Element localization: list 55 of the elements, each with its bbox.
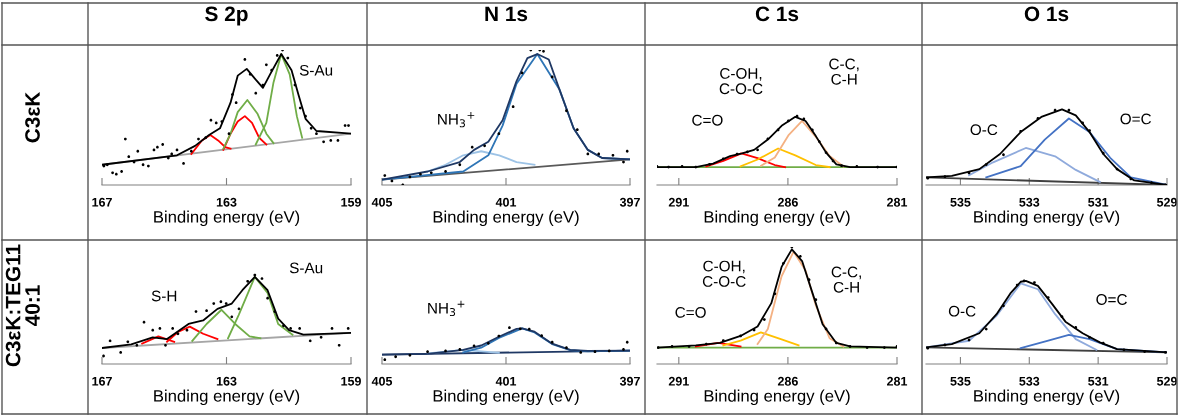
annotation: O=C: [1096, 294, 1127, 305]
x-axis-title: Binding energy (eV): [974, 210, 1120, 227]
text: NH$_{3}$$^{+}$: [428, 300, 465, 317]
x-axis-title: Binding energy (eV): [433, 389, 579, 406]
chart-title: S 2p: [205, 6, 248, 26]
x-tick-label: 401: [495, 197, 517, 207]
annotation: C=O: [675, 306, 706, 318]
x-tick-label: 531: [1088, 376, 1109, 386]
x-tick-label: 281: [887, 376, 908, 386]
chart-title: N 1s: [485, 6, 528, 22]
chart-title: O 1s: [1024, 6, 1069, 22]
y-axis-title: C3εK: [25, 91, 40, 143]
y-axis-title: C3εK:TEG11 40:1: [5, 244, 40, 367]
text: S-Au: [289, 262, 323, 274]
annotation: S-Au: [299, 64, 333, 76]
x-tick-label: 159: [341, 376, 361, 386]
annotation: O=C: [1120, 113, 1152, 125]
x-tick-label: 159: [341, 197, 361, 207]
chart-title: C 1s: [755, 6, 799, 22]
x-axis-title: Binding energy (eV): [433, 210, 579, 227]
annotation: NH$_{3}$$^{+}$: [438, 112, 475, 128]
x-axis-title: Binding energy (eV): [154, 389, 300, 406]
x-tick-label: 535: [950, 376, 971, 386]
x-tick-label: 405: [371, 376, 393, 386]
x-tick-label: 529: [1156, 376, 1177, 386]
annotation: S-H: [151, 290, 177, 302]
x-tick-label: 167: [92, 376, 112, 386]
x-tick-label: 291: [668, 197, 689, 207]
x-tick-label: 401: [495, 376, 517, 386]
x-tick-label: 291: [668, 376, 689, 386]
annotation: C=O: [692, 114, 723, 126]
x-tick-label: 529: [1156, 197, 1177, 207]
x-tick-label: 167: [92, 197, 112, 207]
x-tick-label: 531: [1088, 197, 1109, 207]
x-tick-label: 533: [1019, 376, 1040, 386]
x-tick-label: 533: [1019, 197, 1040, 207]
x-tick-label: 397: [619, 376, 640, 386]
x-tick-label: 535: [950, 197, 971, 207]
x-tick-label: 397: [619, 197, 640, 207]
x-tick-label: 405: [371, 197, 393, 207]
text: C-OH, C-O-C: [719, 68, 763, 95]
annotation: O-C: [948, 305, 976, 317]
annotation: C-C, C-H: [831, 266, 861, 293]
x-tick-label: 281: [887, 197, 908, 207]
x-axis-title: Binding energy (eV): [154, 210, 300, 227]
x-axis-title: Binding energy (eV): [974, 389, 1120, 406]
x-tick-label: 286: [777, 197, 798, 207]
x-tick-label: 163: [216, 376, 237, 386]
x-axis-title: Binding energy (eV): [704, 210, 850, 227]
x-tick-label: 163: [216, 197, 237, 207]
text: C-C, C-H: [829, 58, 859, 85]
x-axis-title: Binding energy (eV): [704, 389, 850, 406]
annotation: C-OH, C-O-C: [702, 260, 746, 287]
x-tick-label: 286: [777, 376, 798, 386]
annotation: O-C: [970, 124, 998, 136]
